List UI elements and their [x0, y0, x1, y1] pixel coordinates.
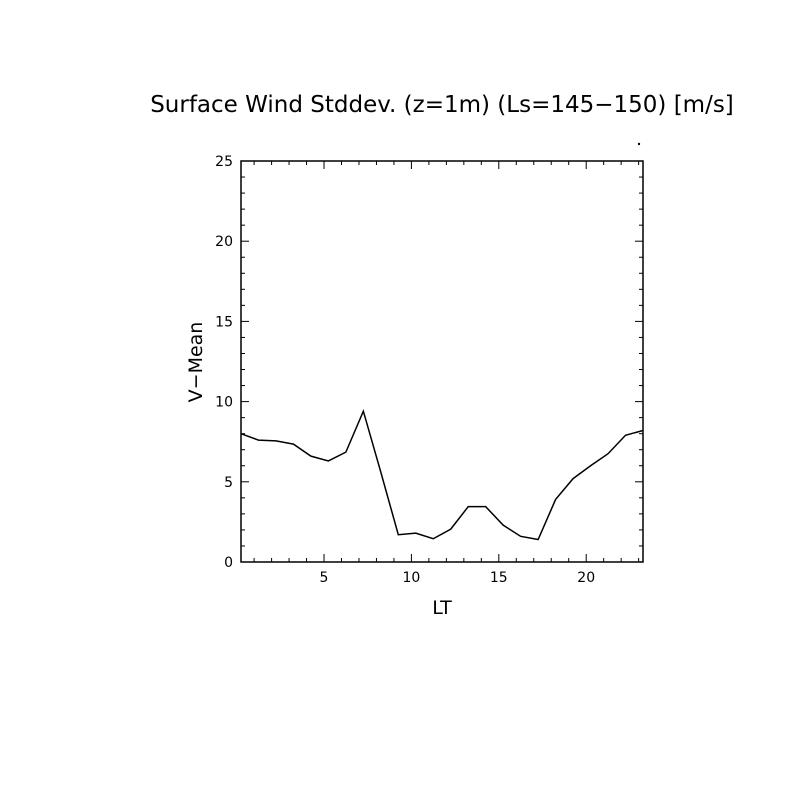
x-tick-label: 15 [490, 570, 508, 586]
axis-tick-labels: 5 10 15 20 0 5 10 15 20 25 [215, 154, 595, 586]
y-tick-label: 5 [224, 475, 233, 491]
y-tick-label: 25 [215, 154, 233, 170]
chart-title: Surface Wind Stddev. (z=1m) (Ls=145−150)… [150, 92, 734, 118]
corner-dot [637, 142, 641, 146]
plot-frame [240, 160, 644, 563]
axis-ticks [241, 161, 643, 562]
series-line [240, 408, 644, 541]
y-tick-label: 15 [215, 314, 233, 330]
x-axis-label: LT [432, 597, 452, 619]
y-tick-label: 10 [215, 395, 233, 411]
x-tick-label: 10 [402, 570, 420, 586]
x-tick-label: 5 [320, 570, 329, 586]
y-tick-label: 0 [224, 555, 233, 571]
x-tick-label: 20 [577, 570, 595, 586]
y-axis-label: V−Mean [185, 322, 207, 403]
y-tick-label: 20 [215, 234, 233, 250]
